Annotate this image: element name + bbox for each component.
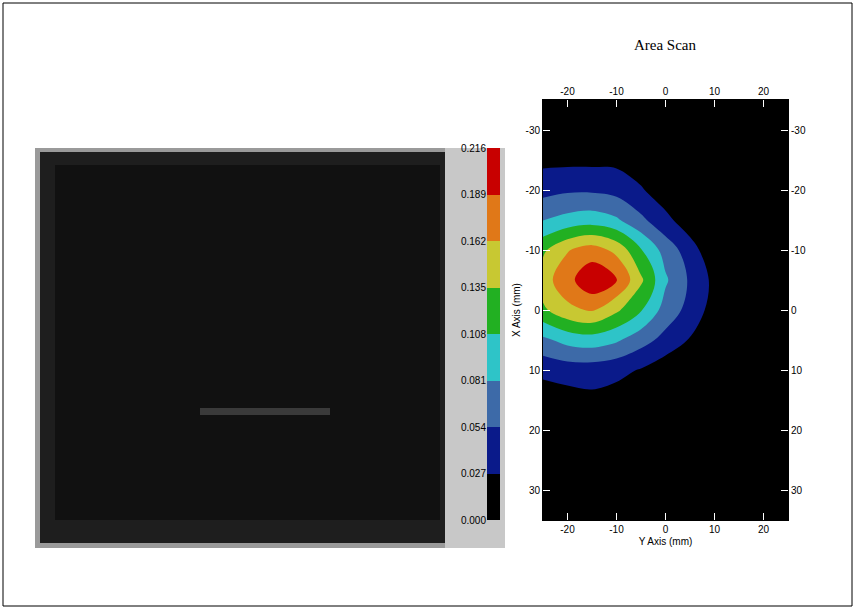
svg-text:0.135: 0.135 bbox=[461, 282, 486, 293]
svg-text:30: 30 bbox=[791, 485, 803, 496]
svg-text:0.162: 0.162 bbox=[461, 236, 486, 247]
svg-text:20: 20 bbox=[791, 425, 803, 436]
svg-text:-10: -10 bbox=[526, 245, 541, 256]
svg-text:-20: -20 bbox=[560, 86, 575, 97]
svg-text:-30: -30 bbox=[526, 125, 541, 136]
svg-text:10: 10 bbox=[529, 365, 541, 376]
svg-text:0.108: 0.108 bbox=[461, 329, 486, 340]
svg-text:0: 0 bbox=[534, 305, 540, 316]
svg-text:20: 20 bbox=[758, 524, 770, 535]
svg-text:-20: -20 bbox=[526, 185, 541, 196]
svg-text:20: 20 bbox=[529, 425, 541, 436]
svg-text:Y Axis (mm): Y Axis (mm) bbox=[639, 536, 693, 547]
svg-text:20: 20 bbox=[758, 86, 770, 97]
svg-text:0: 0 bbox=[663, 86, 669, 97]
svg-text:0.027: 0.027 bbox=[461, 468, 486, 479]
svg-text:0.081: 0.081 bbox=[461, 375, 486, 386]
svg-text:30: 30 bbox=[529, 485, 541, 496]
svg-text:-20: -20 bbox=[560, 524, 575, 535]
svg-text:0: 0 bbox=[791, 305, 797, 316]
svg-text:Area Scan: Area Scan bbox=[634, 37, 697, 53]
svg-text:10: 10 bbox=[791, 365, 803, 376]
svg-text:0.216: 0.216 bbox=[461, 143, 486, 154]
svg-text:X Axis (mm): X Axis (mm) bbox=[511, 283, 522, 337]
svg-text:0.189: 0.189 bbox=[461, 189, 486, 200]
svg-text:-30: -30 bbox=[791, 125, 806, 136]
svg-text:-10: -10 bbox=[609, 86, 624, 97]
svg-text:10: 10 bbox=[709, 86, 721, 97]
svg-text:-10: -10 bbox=[609, 524, 624, 535]
svg-text:10: 10 bbox=[709, 524, 721, 535]
svg-text:0.000: 0.000 bbox=[461, 515, 486, 526]
svg-text:0: 0 bbox=[663, 524, 669, 535]
svg-text:-10: -10 bbox=[791, 245, 806, 256]
svg-text:0.054: 0.054 bbox=[461, 422, 486, 433]
svg-text:-20: -20 bbox=[791, 185, 806, 196]
